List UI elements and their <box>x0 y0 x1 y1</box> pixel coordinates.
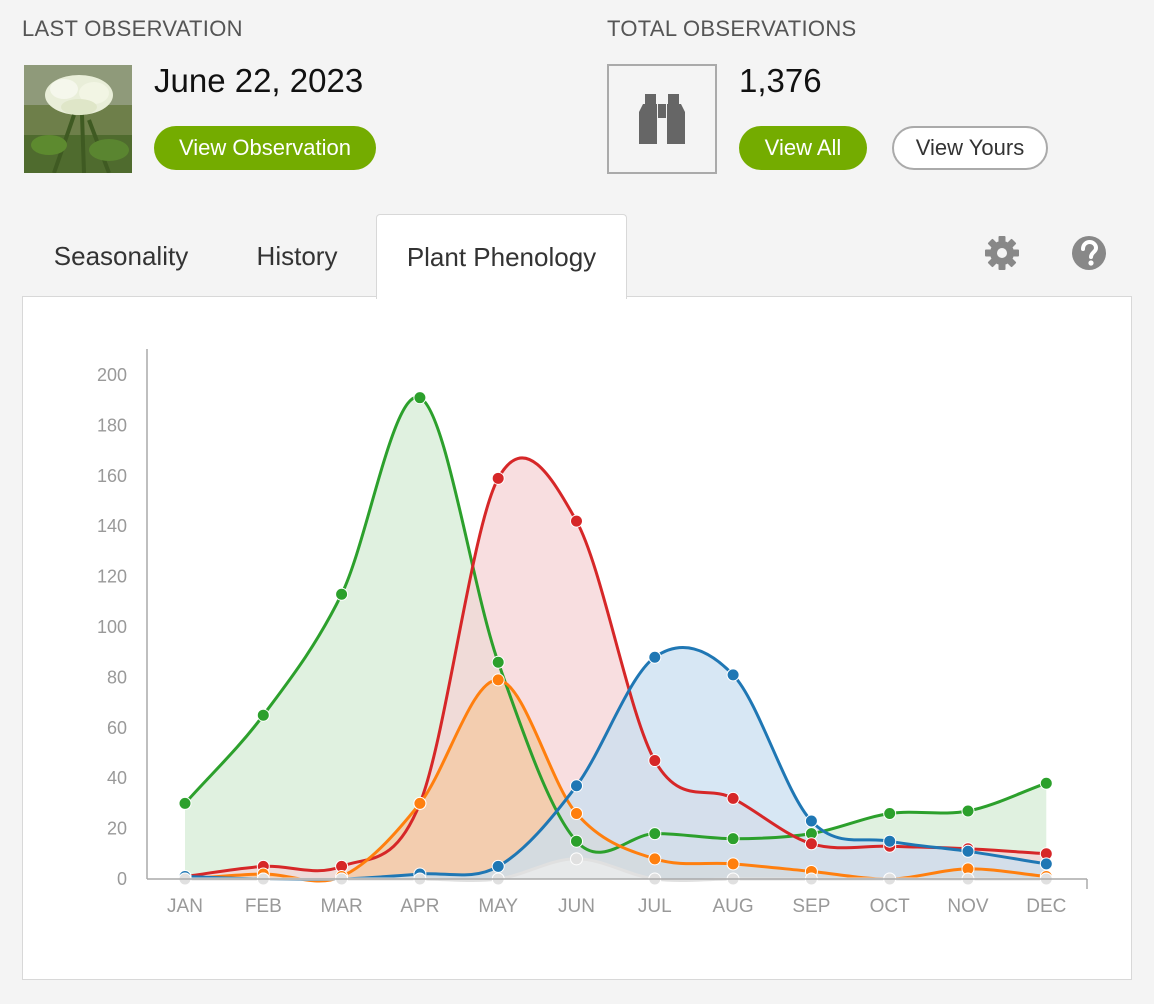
tab-seasonality[interactable]: Seasonality <box>53 240 189 271</box>
series-0-point[interactable] <box>726 832 740 846</box>
series-3-point[interactable] <box>883 834 897 848</box>
y-tick-label: 60 <box>107 718 127 738</box>
y-tick-label: 140 <box>97 516 127 536</box>
binoculars-box <box>607 64 717 174</box>
phenology-chart: 0 20 40 60 80 100 120 140 160 180 200 JAN FEB MAR APR… <box>97 349 1088 917</box>
x-tick-label: APR <box>400 896 439 917</box>
series-4-area <box>185 858 1047 881</box>
help-icon <box>1072 236 1106 270</box>
x-tick-label: DEC <box>1026 896 1066 917</box>
series-1-point[interactable] <box>726 791 740 805</box>
series-3-area <box>185 647 1047 880</box>
total-observations-label: TOTAL OBSERVATIONS <box>607 16 857 41</box>
last-observation-label: LAST OBSERVATION <box>22 16 243 41</box>
x-tick-label: JAN <box>167 896 203 917</box>
x-tick-label: OCT <box>870 896 911 917</box>
gear-icon <box>985 236 1019 270</box>
y-tick-label: 40 <box>107 768 127 788</box>
y-tick-label: 180 <box>97 415 127 435</box>
plant-photo-icon <box>24 65 132 173</box>
x-tick-label: AUG <box>713 896 754 917</box>
help-button[interactable] <box>1070 234 1108 272</box>
series-0-point[interactable] <box>335 587 349 601</box>
series-3-point[interactable] <box>570 779 583 793</box>
series-0-line <box>183 395 1047 854</box>
series-0-point[interactable] <box>178 796 192 810</box>
tab-history[interactable]: History <box>256 240 338 271</box>
x-tick-label: JUL <box>638 896 672 917</box>
series-2-point[interactable] <box>491 673 505 687</box>
last-observation-date: June 22, 2023 <box>154 62 364 99</box>
series-2-point[interactable] <box>648 852 662 866</box>
view-observation-button[interactable]: View Observation <box>154 126 376 170</box>
y-tick-label: 80 <box>107 667 127 687</box>
series-areas <box>185 397 1047 882</box>
series-0-point[interactable] <box>491 655 505 669</box>
series-0-area <box>185 397 1047 879</box>
y-tick-label: 100 <box>97 617 127 637</box>
binoculars-icon <box>639 94 685 144</box>
series-0-point[interactable] <box>570 834 583 848</box>
total-observations-count: 1,376 <box>739 62 822 99</box>
series-1-area <box>185 457 1047 879</box>
x-axis: JAN FEB MAR APR MAY JUN JUL AUG SEP OCT NOV DEC <box>147 878 1088 917</box>
series-2-area <box>185 679 1047 882</box>
series-3-point[interactable] <box>726 668 740 682</box>
x-tick-label: MAY <box>478 896 518 917</box>
series-0-point[interactable] <box>413 391 427 405</box>
series-3-point[interactable] <box>491 859 505 873</box>
series-3-point[interactable] <box>804 814 818 828</box>
series-1-point[interactable] <box>648 754 662 768</box>
series-2-point[interactable] <box>570 806 583 820</box>
series-0-point[interactable] <box>648 827 662 841</box>
series-1-point[interactable] <box>570 514 583 528</box>
series-2-point[interactable] <box>726 857 740 871</box>
observation-thumbnail[interactable] <box>24 65 132 173</box>
x-tick-label: MAR <box>320 896 362 917</box>
y-tick-label: 120 <box>97 567 127 587</box>
series-2-point[interactable] <box>413 796 427 810</box>
y-tick-label: 0 <box>117 869 127 889</box>
x-tick-label: JUN <box>558 896 595 917</box>
y-tick-label: 160 <box>97 466 127 486</box>
x-tick-label: FEB <box>245 896 282 917</box>
series-0-point[interactable] <box>1039 776 1053 790</box>
series-1-point[interactable] <box>804 837 818 851</box>
series-3-point[interactable] <box>961 844 975 858</box>
tab-plant-phenology[interactable]: Plant Phenology <box>376 214 627 299</box>
y-tick-label: 20 <box>107 819 127 839</box>
y-tick-label: 200 <box>97 365 127 385</box>
y-axis: 0 20 40 60 80 100 120 140 160 180 200 <box>97 349 148 889</box>
series-4-point[interactable] <box>570 852 583 866</box>
series-1-point[interactable] <box>491 471 505 485</box>
series-3-point[interactable] <box>648 650 662 664</box>
view-all-button[interactable]: View All <box>739 126 867 170</box>
series-0-point[interactable] <box>256 708 270 722</box>
x-tick-label: SEP <box>792 896 830 917</box>
series-3-point[interactable] <box>1039 857 1053 871</box>
x-tick-label: NOV <box>947 896 989 917</box>
view-yours-button[interactable]: View Yours <box>892 126 1048 170</box>
series-0-point[interactable] <box>883 806 897 820</box>
series-0-point[interactable] <box>961 804 975 818</box>
settings-button[interactable] <box>983 234 1021 272</box>
chart-panel: 0 20 40 60 80 100 120 140 160 180 200 JAN FEB MAR APR… <box>22 296 1132 980</box>
